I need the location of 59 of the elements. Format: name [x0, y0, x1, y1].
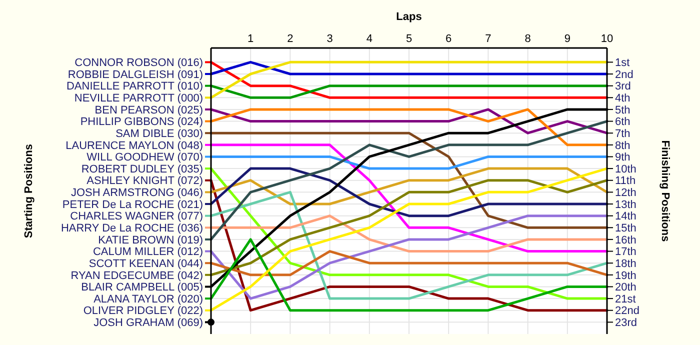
- legend-label: CONNOR ROBSON (016): [74, 57, 203, 70]
- y2-tick-label: 8th: [615, 140, 630, 152]
- y2-tick-label: 1st: [615, 57, 630, 70]
- legend-label: ROBBIE DALGLEISH (091): [68, 68, 203, 81]
- y2-tick-label: 20th: [615, 282, 636, 294]
- y2-tick-label: 17th: [615, 246, 636, 258]
- legend-label: JOSH ARMSTRONG (046): [70, 187, 203, 200]
- legend-label: OLIVER PIDGLEY (022): [83, 305, 203, 318]
- x-axis-title: Laps: [396, 11, 422, 23]
- y2-tick-label: 12th: [615, 187, 636, 200]
- legend-label: SCOTT KEENAN (044): [88, 258, 203, 270]
- x-tick-label: 7: [485, 33, 492, 45]
- y2-tick-label: 6th: [615, 116, 630, 128]
- legend-label: NEVILLE PARROTT (000): [74, 92, 203, 104]
- legend-label: JOSH GRAHAM (069): [94, 317, 203, 330]
- legend-label: SAM DIBLE (030): [116, 128, 203, 140]
- y2-tick-label: 22nd: [615, 305, 640, 318]
- legend-label: LAURENCE MAYLON (048): [66, 140, 203, 152]
- y2-tick-label: 23rd: [615, 317, 638, 330]
- legend-label: ALANA TAYLOR (020): [94, 293, 203, 306]
- legend-label: RYAN EDGECUMBE (042): [70, 270, 203, 282]
- x-tick-label: 8: [524, 33, 531, 45]
- y2-tick-label: 19th: [615, 270, 636, 282]
- y2-tick-label: 14th: [615, 210, 636, 223]
- x-tick-label: 5: [406, 33, 412, 45]
- x-tick-label: 3: [326, 33, 333, 45]
- y2-axis-title: Finishing Positions: [659, 140, 671, 242]
- legend-label: BEN PEARSON (025): [94, 104, 203, 116]
- x-tick-label: 10: [600, 33, 614, 45]
- legend-label: PETER De La ROCHE (021): [62, 198, 203, 211]
- y2-tick-label: 18th: [615, 258, 636, 270]
- y2-tick-label: 5th: [615, 104, 630, 116]
- y2-tick-label: 16th: [615, 234, 636, 246]
- legend-label: HARRY De La ROCHE (036): [60, 222, 203, 234]
- y2-tick-label: 3rd: [615, 80, 631, 93]
- legend-title: Starting Positions: [23, 144, 35, 238]
- y2-tick-label: 15th: [615, 222, 636, 234]
- y2-tick-label: 11th: [615, 175, 636, 188]
- x-tick-label: 2: [287, 33, 294, 45]
- legend-label: KATIE BROWN (019): [98, 234, 203, 246]
- y2-tick-label: 13th: [615, 198, 636, 211]
- y2-tick-label: 10th: [615, 163, 636, 176]
- x-tick-label: 4: [366, 33, 372, 45]
- legend-label: PHILLIP GIBBONS (024): [80, 116, 203, 128]
- x-tick-label: 6: [446, 33, 452, 45]
- x-tick-label: 9: [564, 33, 570, 45]
- legend-label: WILL GOODHEW (070): [86, 152, 203, 164]
- y2-tick-label: 7th: [615, 128, 630, 140]
- y2-tick-label: 21st: [615, 293, 636, 306]
- legend-label: CALUM MILLER (012): [92, 246, 203, 258]
- legend-label: BLAIR CAMPBELL (005): [81, 282, 203, 294]
- legend-label: ROBERT DUDLEY (035): [81, 163, 203, 176]
- x-tick-label: 1: [248, 33, 254, 45]
- legend-label: DANIELLE PARROTT (010): [66, 80, 203, 93]
- legend-label: ASHLEY KNIGHT (072): [86, 175, 203, 188]
- legend-label: CHARLES WAGNER (077): [70, 210, 203, 223]
- y2-tick-label: 2nd: [615, 68, 634, 81]
- y2-tick-label: 9th: [615, 152, 630, 164]
- y2-tick-label: 4th: [615, 92, 630, 104]
